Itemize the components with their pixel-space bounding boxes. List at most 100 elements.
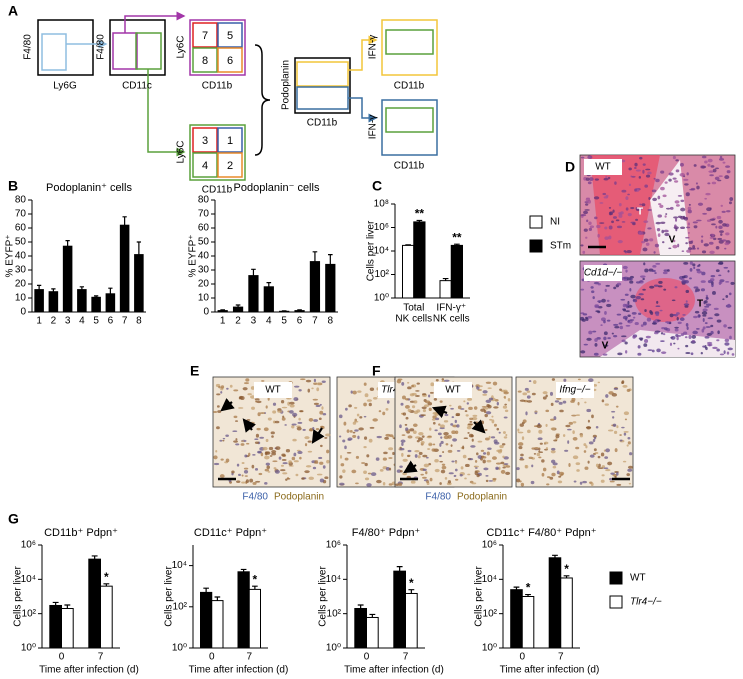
cell	[708, 241, 714, 245]
cell	[705, 346, 708, 351]
y-axis-label: Cells per liver	[318, 566, 329, 627]
cell	[407, 386, 412, 390]
cell	[537, 437, 543, 441]
cell	[500, 469, 506, 474]
cell	[502, 431, 506, 434]
y-tick-label: 10⁴	[21, 574, 36, 585]
cell	[710, 274, 716, 278]
y-tick-label: 10	[15, 293, 27, 304]
cell	[412, 430, 417, 434]
cell	[701, 311, 708, 316]
cell	[420, 414, 426, 417]
cell	[700, 288, 706, 292]
gating-scheme	[37, 11, 438, 181]
x-tick-label: 0	[519, 652, 525, 663]
cell	[659, 204, 664, 208]
cell	[717, 237, 723, 241]
axis-label: IFN-γ	[368, 35, 379, 59]
cell	[672, 177, 677, 180]
error-bar	[416, 219, 423, 222]
cell	[410, 480, 416, 484]
cell	[637, 345, 641, 349]
cell	[487, 387, 492, 389]
bar	[48, 291, 59, 313]
cell	[722, 298, 725, 301]
cell	[627, 300, 630, 305]
stain-label: F4/80	[242, 492, 268, 503]
cell	[443, 432, 449, 436]
cell	[260, 452, 264, 457]
axis-label: Ly6G	[53, 81, 77, 92]
cell	[573, 480, 577, 483]
cell	[589, 225, 595, 229]
cell	[388, 447, 394, 451]
cell	[597, 233, 600, 238]
cell	[644, 339, 649, 343]
cell	[552, 465, 557, 469]
cell	[642, 247, 648, 252]
y-axis-label: Cells per liver	[474, 566, 485, 627]
cell	[685, 344, 689, 348]
cell	[220, 391, 223, 394]
cell	[588, 227, 593, 232]
cell	[588, 330, 593, 335]
cell	[373, 396, 378, 400]
cell	[366, 399, 372, 402]
error-bar	[252, 585, 258, 590]
cell	[528, 380, 532, 383]
cell	[626, 473, 631, 477]
cell	[685, 192, 690, 197]
quadrant-label: 8	[202, 55, 208, 67]
cell	[320, 444, 323, 448]
cell	[681, 279, 687, 284]
y-tick-label: 10⁰	[172, 643, 187, 654]
cell	[676, 336, 679, 341]
cell	[236, 480, 241, 483]
cell	[577, 401, 580, 406]
cell	[701, 155, 707, 159]
legend-swatch	[609, 571, 623, 585]
cell	[401, 382, 405, 386]
cell	[339, 454, 343, 459]
cell	[435, 417, 440, 421]
cell	[627, 213, 632, 217]
cell	[680, 226, 686, 230]
cell	[502, 466, 506, 469]
cell	[340, 463, 345, 467]
cell	[605, 284, 610, 287]
cell	[711, 283, 714, 288]
cell	[714, 313, 720, 317]
cell	[696, 185, 700, 190]
cell	[572, 430, 575, 435]
cell	[273, 467, 277, 470]
bar	[91, 296, 101, 313]
x-tick-label: 0	[209, 652, 215, 663]
cell	[592, 330, 597, 333]
cell	[595, 425, 599, 429]
cell	[533, 446, 539, 450]
cell	[432, 443, 436, 446]
cell	[605, 469, 611, 472]
cell	[313, 402, 319, 405]
cell	[662, 241, 665, 244]
cell	[665, 321, 670, 324]
cell	[640, 275, 646, 278]
cell	[244, 475, 248, 477]
cell	[638, 312, 642, 316]
cell	[597, 300, 603, 303]
cell	[684, 336, 688, 339]
cell	[430, 382, 435, 387]
cell	[451, 460, 455, 463]
cell	[467, 397, 473, 401]
cell	[213, 455, 218, 460]
bar	[393, 570, 406, 649]
cell	[520, 453, 524, 457]
bar	[413, 221, 426, 299]
cell	[499, 388, 502, 391]
bar	[62, 245, 73, 313]
cell	[363, 415, 367, 418]
cell	[345, 407, 348, 411]
cell	[726, 351, 730, 355]
cell	[730, 281, 735, 285]
cell	[674, 217, 678, 222]
